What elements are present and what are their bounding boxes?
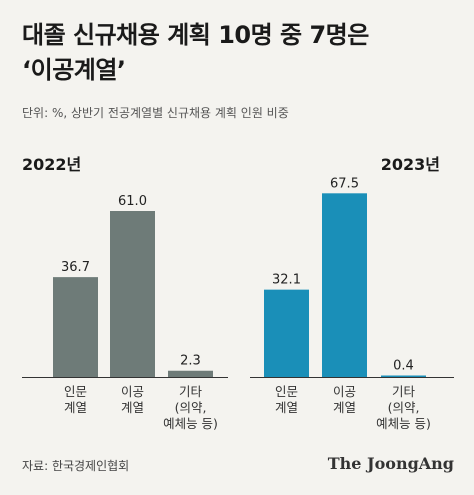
value-label-0-2: 2.3 [180, 354, 201, 369]
bar-0-2 [168, 370, 213, 377]
category-label-0-0-0: 인문 [64, 384, 87, 399]
value-label-0-0: 36.7 [61, 260, 90, 275]
chart-title-1: 2023년 [381, 155, 440, 174]
category-label-1-0-1: 계열 [275, 400, 298, 415]
value-label-1-1: 67.5 [330, 176, 359, 191]
category-label-1-2-2: 예체능 등) [376, 416, 431, 431]
bar-1-2 [381, 375, 426, 377]
source-note: 자료: 한국경제인협회 [22, 459, 130, 473]
value-label-1-0: 32.1 [272, 273, 301, 288]
category-label-0-0-1: 계열 [64, 400, 87, 415]
page-title: 대졸 신규채용 계획 10명 중 7명은 ‘이공계열’ [22, 18, 462, 88]
category-label-1-2-0: 기타 [392, 384, 416, 399]
value-label-1-2: 0.4 [393, 359, 414, 374]
bar-1-1 [322, 193, 367, 377]
chart-subtitle: 단위: %, 상반기 전공계열별 신규채용 계획 인원 비중 [22, 106, 289, 120]
category-label-0-1-0: 이공 [121, 384, 144, 399]
bar-0-1 [110, 211, 155, 377]
bar-0-0 [53, 277, 98, 377]
chart-title-0: 2022년 [22, 155, 81, 174]
title-line-2: ‘이공계열’ [22, 56, 126, 84]
category-label-0-1-1: 계열 [121, 400, 144, 415]
category-label-0-2-2: 예체능 등) [163, 416, 218, 431]
category-label-1-1-1: 계열 [333, 400, 356, 415]
category-label-1-0-0: 인문 [275, 384, 298, 399]
category-label-1-2-1: (의약, [388, 400, 420, 415]
bar-1-0 [264, 289, 309, 377]
brand-logo: The JoongAng [327, 454, 454, 473]
category-label-0-2-0: 기타 [179, 384, 203, 399]
value-label-0-1: 61.0 [118, 194, 147, 209]
title-line-1: 대졸 신규채용 계획 10명 중 7명은 [22, 21, 369, 49]
category-label-0-2-1: (의약, [175, 400, 207, 415]
category-label-1-1-0: 이공 [333, 384, 356, 399]
